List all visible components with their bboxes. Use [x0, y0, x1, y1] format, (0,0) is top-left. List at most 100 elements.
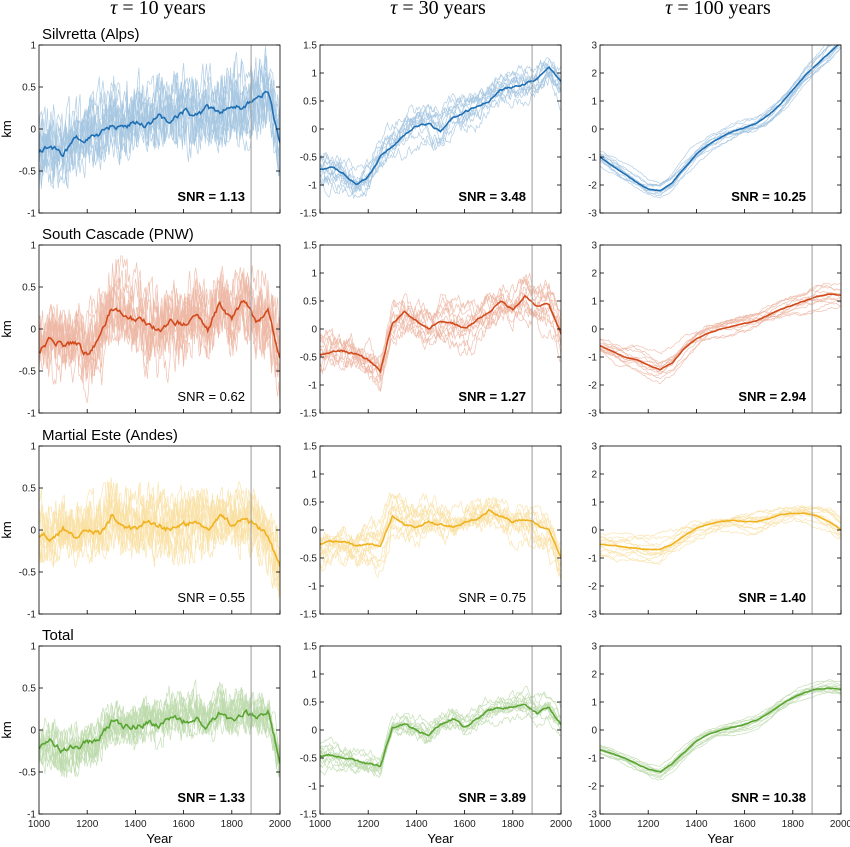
- y-tick-label: -1.5: [300, 209, 318, 220]
- ensemble-member-line: [600, 305, 841, 354]
- y-tick-label: -1: [27, 610, 36, 621]
- ensemble-member-line: [320, 70, 561, 194]
- x-tick-label: 1400: [124, 819, 147, 830]
- mean-series-line: [39, 90, 280, 158]
- series-group: [600, 679, 841, 781]
- ensemble-member-line: [600, 282, 841, 375]
- y-tick-label: 0: [311, 125, 317, 136]
- ensemble-member-line: [600, 48, 841, 188]
- y-tick-label: -1: [27, 810, 36, 821]
- y-tick-label: 1: [591, 297, 597, 308]
- ensemble-member-line: [39, 682, 280, 772]
- ensemble-member-line: [39, 268, 280, 404]
- ensemble-member-line: [600, 513, 841, 557]
- y-tick-label: -0.5: [300, 153, 318, 164]
- mean-series-line: [600, 512, 841, 551]
- snr-annotation: SNR = 1.27: [458, 389, 526, 404]
- x-tick-label: 1400: [405, 819, 428, 830]
- y-tick-label: 1: [591, 498, 597, 509]
- x-tick-label: 2000: [269, 819, 292, 830]
- column-title-tau-30: τ = 30 years: [390, 0, 486, 19]
- ensemble-member-line: [600, 45, 841, 187]
- ensemble-member-line: [320, 274, 561, 391]
- ensemble-member-line: [39, 487, 280, 564]
- y-tick-label: 0.5: [303, 297, 317, 308]
- x-tick-label: 1600: [172, 819, 195, 830]
- y-tick-label: 1.5: [303, 442, 317, 453]
- ensemble-member-line: [320, 701, 561, 764]
- ensemble-member-line: [39, 75, 280, 187]
- series-group: [320, 686, 561, 779]
- ensemble-member-line: [600, 46, 841, 194]
- x-tick-label: 1200: [637, 819, 660, 830]
- panel-r3-c0: -1 -0.5 0 0.5 1 1000 1200 1400 1600 1800 2000 Year k…: [0, 627, 292, 846]
- y-tick-label: 0: [591, 726, 597, 737]
- snr-annotation: SNR = 10.38: [731, 790, 806, 805]
- y-tick-label: 1: [311, 670, 317, 681]
- ensemble-member-line: [600, 679, 841, 781]
- y-tick-label: -1: [588, 754, 597, 765]
- y-tick-label: 3: [591, 41, 597, 52]
- mean-series-line: [39, 299, 280, 359]
- y-tick-label: 2: [591, 269, 597, 280]
- y-tick-label: 0: [30, 325, 36, 336]
- panel-r1-c0: -1 -0.5 0 0.5 1 km South Cascade (PNW) SNR = 0.…: [0, 226, 281, 420]
- series-group: [600, 505, 841, 565]
- panel-r0-c0: -1 -0.5 0 0.5 1 km Silvretta (Alps) SNR = 1.13: [0, 26, 281, 220]
- axes-frame: [319, 244, 562, 414]
- y-tick-label: 2: [591, 69, 597, 80]
- y-tick-label: 0: [30, 726, 36, 737]
- y-tick-label: 0.5: [22, 83, 36, 94]
- ensemble-member-line: [600, 507, 841, 565]
- y-tick-label: -0.5: [19, 568, 37, 579]
- y-tick-label: 0: [311, 726, 317, 737]
- y-tick-label: 0.5: [303, 698, 317, 709]
- mean-series-line: [320, 294, 561, 374]
- y-tick-label: -0.5: [19, 167, 37, 178]
- ensemble-member-line: [320, 57, 561, 186]
- panel-r1-c2: -3 -2 -1 0 1 2 3 SNR = 2.94: [588, 241, 842, 420]
- y-tick-label: -1: [588, 153, 597, 164]
- y-tick-label: 0.5: [22, 484, 36, 495]
- series-group: [320, 272, 561, 393]
- ensemble-member-line: [320, 286, 561, 393]
- x-tick-label: 1600: [733, 819, 756, 830]
- y-tick-label: -1: [308, 181, 317, 192]
- y-tick-label: 1: [311, 69, 317, 80]
- ensemble-member-line: [320, 58, 561, 198]
- y-tick-label: 1.5: [303, 241, 317, 252]
- ensemble-member-line: [320, 277, 561, 378]
- x-tick-label: 1600: [453, 819, 476, 830]
- y-tick-label: 0: [591, 125, 597, 136]
- ensemble-member-line: [600, 508, 841, 554]
- y-tick-label: 1: [30, 41, 36, 52]
- y-axis-label: km: [0, 120, 14, 137]
- y-tick-label: -2: [588, 782, 597, 793]
- ensemble-member-line: [600, 294, 841, 368]
- y-tick-label: 1: [30, 241, 36, 252]
- panel-r0-c2: -3 -2 -1 0 1 2 3 SNR = 10.25: [588, 41, 842, 220]
- y-axis-label: km: [0, 721, 14, 738]
- panel-r3-c2: -3 -2 -1 0 1 2 3 1000 1200 1400 1600 1800 2000 Year SN…: [588, 642, 850, 847]
- y-tick-label: 0: [591, 325, 597, 336]
- ensemble-member-line: [600, 688, 841, 772]
- y-tick-label: -1: [588, 353, 597, 364]
- y-tick-label: 0.5: [22, 283, 36, 294]
- y-tick-label: -1: [308, 782, 317, 793]
- snr-annotation: SNR = 1.13: [177, 189, 245, 204]
- y-tick-label: -1.5: [300, 409, 318, 420]
- ensemble-member-line: [600, 691, 841, 774]
- ensemble-member-line: [600, 688, 841, 770]
- series-group: [39, 477, 280, 598]
- series-group: [320, 57, 561, 199]
- ensemble-member-line: [39, 480, 280, 584]
- panel-row-title: Total: [42, 627, 74, 644]
- ensemble-member-line: [320, 699, 561, 771]
- series-group: [600, 282, 841, 385]
- snr-annotation: SNR = 3.48: [458, 189, 526, 204]
- y-axis-label: km: [0, 521, 14, 538]
- ensemble-member-line: [320, 278, 561, 370]
- ensemble-member-line: [320, 72, 561, 190]
- y-axis-label: km: [0, 320, 14, 337]
